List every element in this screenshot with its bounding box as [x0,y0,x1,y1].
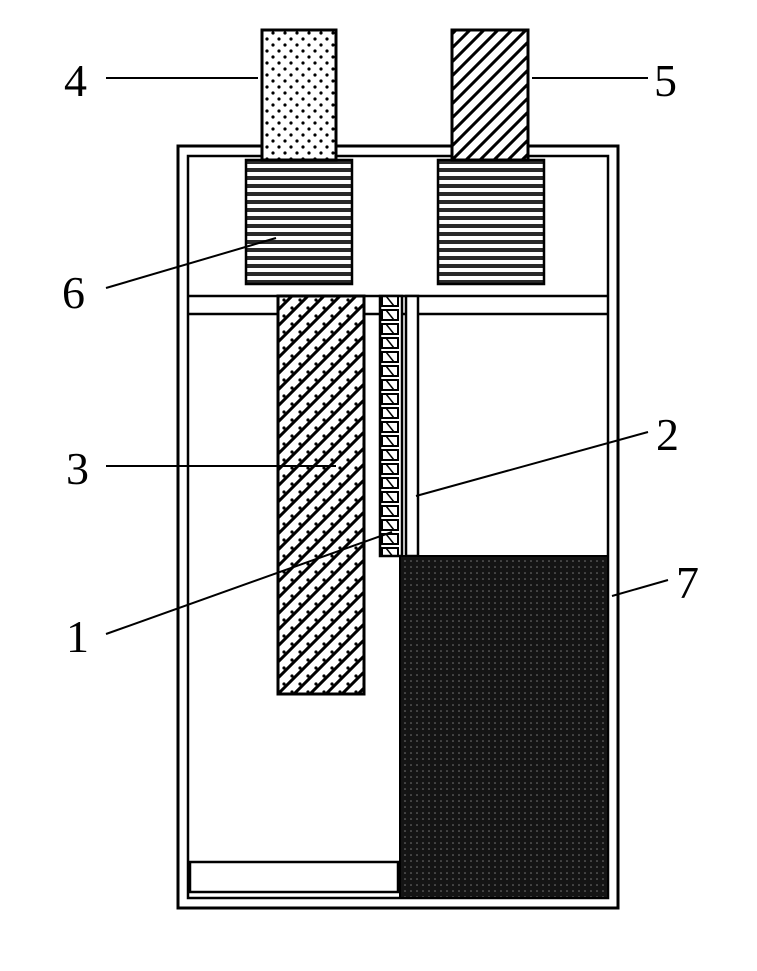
label-1: 1 [66,610,89,663]
label-4: 4 [64,54,87,107]
label-2: 2 [656,408,679,461]
thin-bar [406,296,418,556]
label-7: 7 [676,556,699,609]
bottom-strip [190,862,398,892]
dark-block [400,556,608,898]
terminal-right [452,30,528,160]
seal-right [438,160,544,284]
seal-left [246,160,352,284]
label-3: 3 [66,442,89,495]
label-5: 5 [654,54,677,107]
electrode-left [278,296,364,694]
schematic-svg [0,0,757,971]
terminal-left [262,30,336,160]
label-6: 6 [62,266,85,319]
separator [380,296,402,556]
